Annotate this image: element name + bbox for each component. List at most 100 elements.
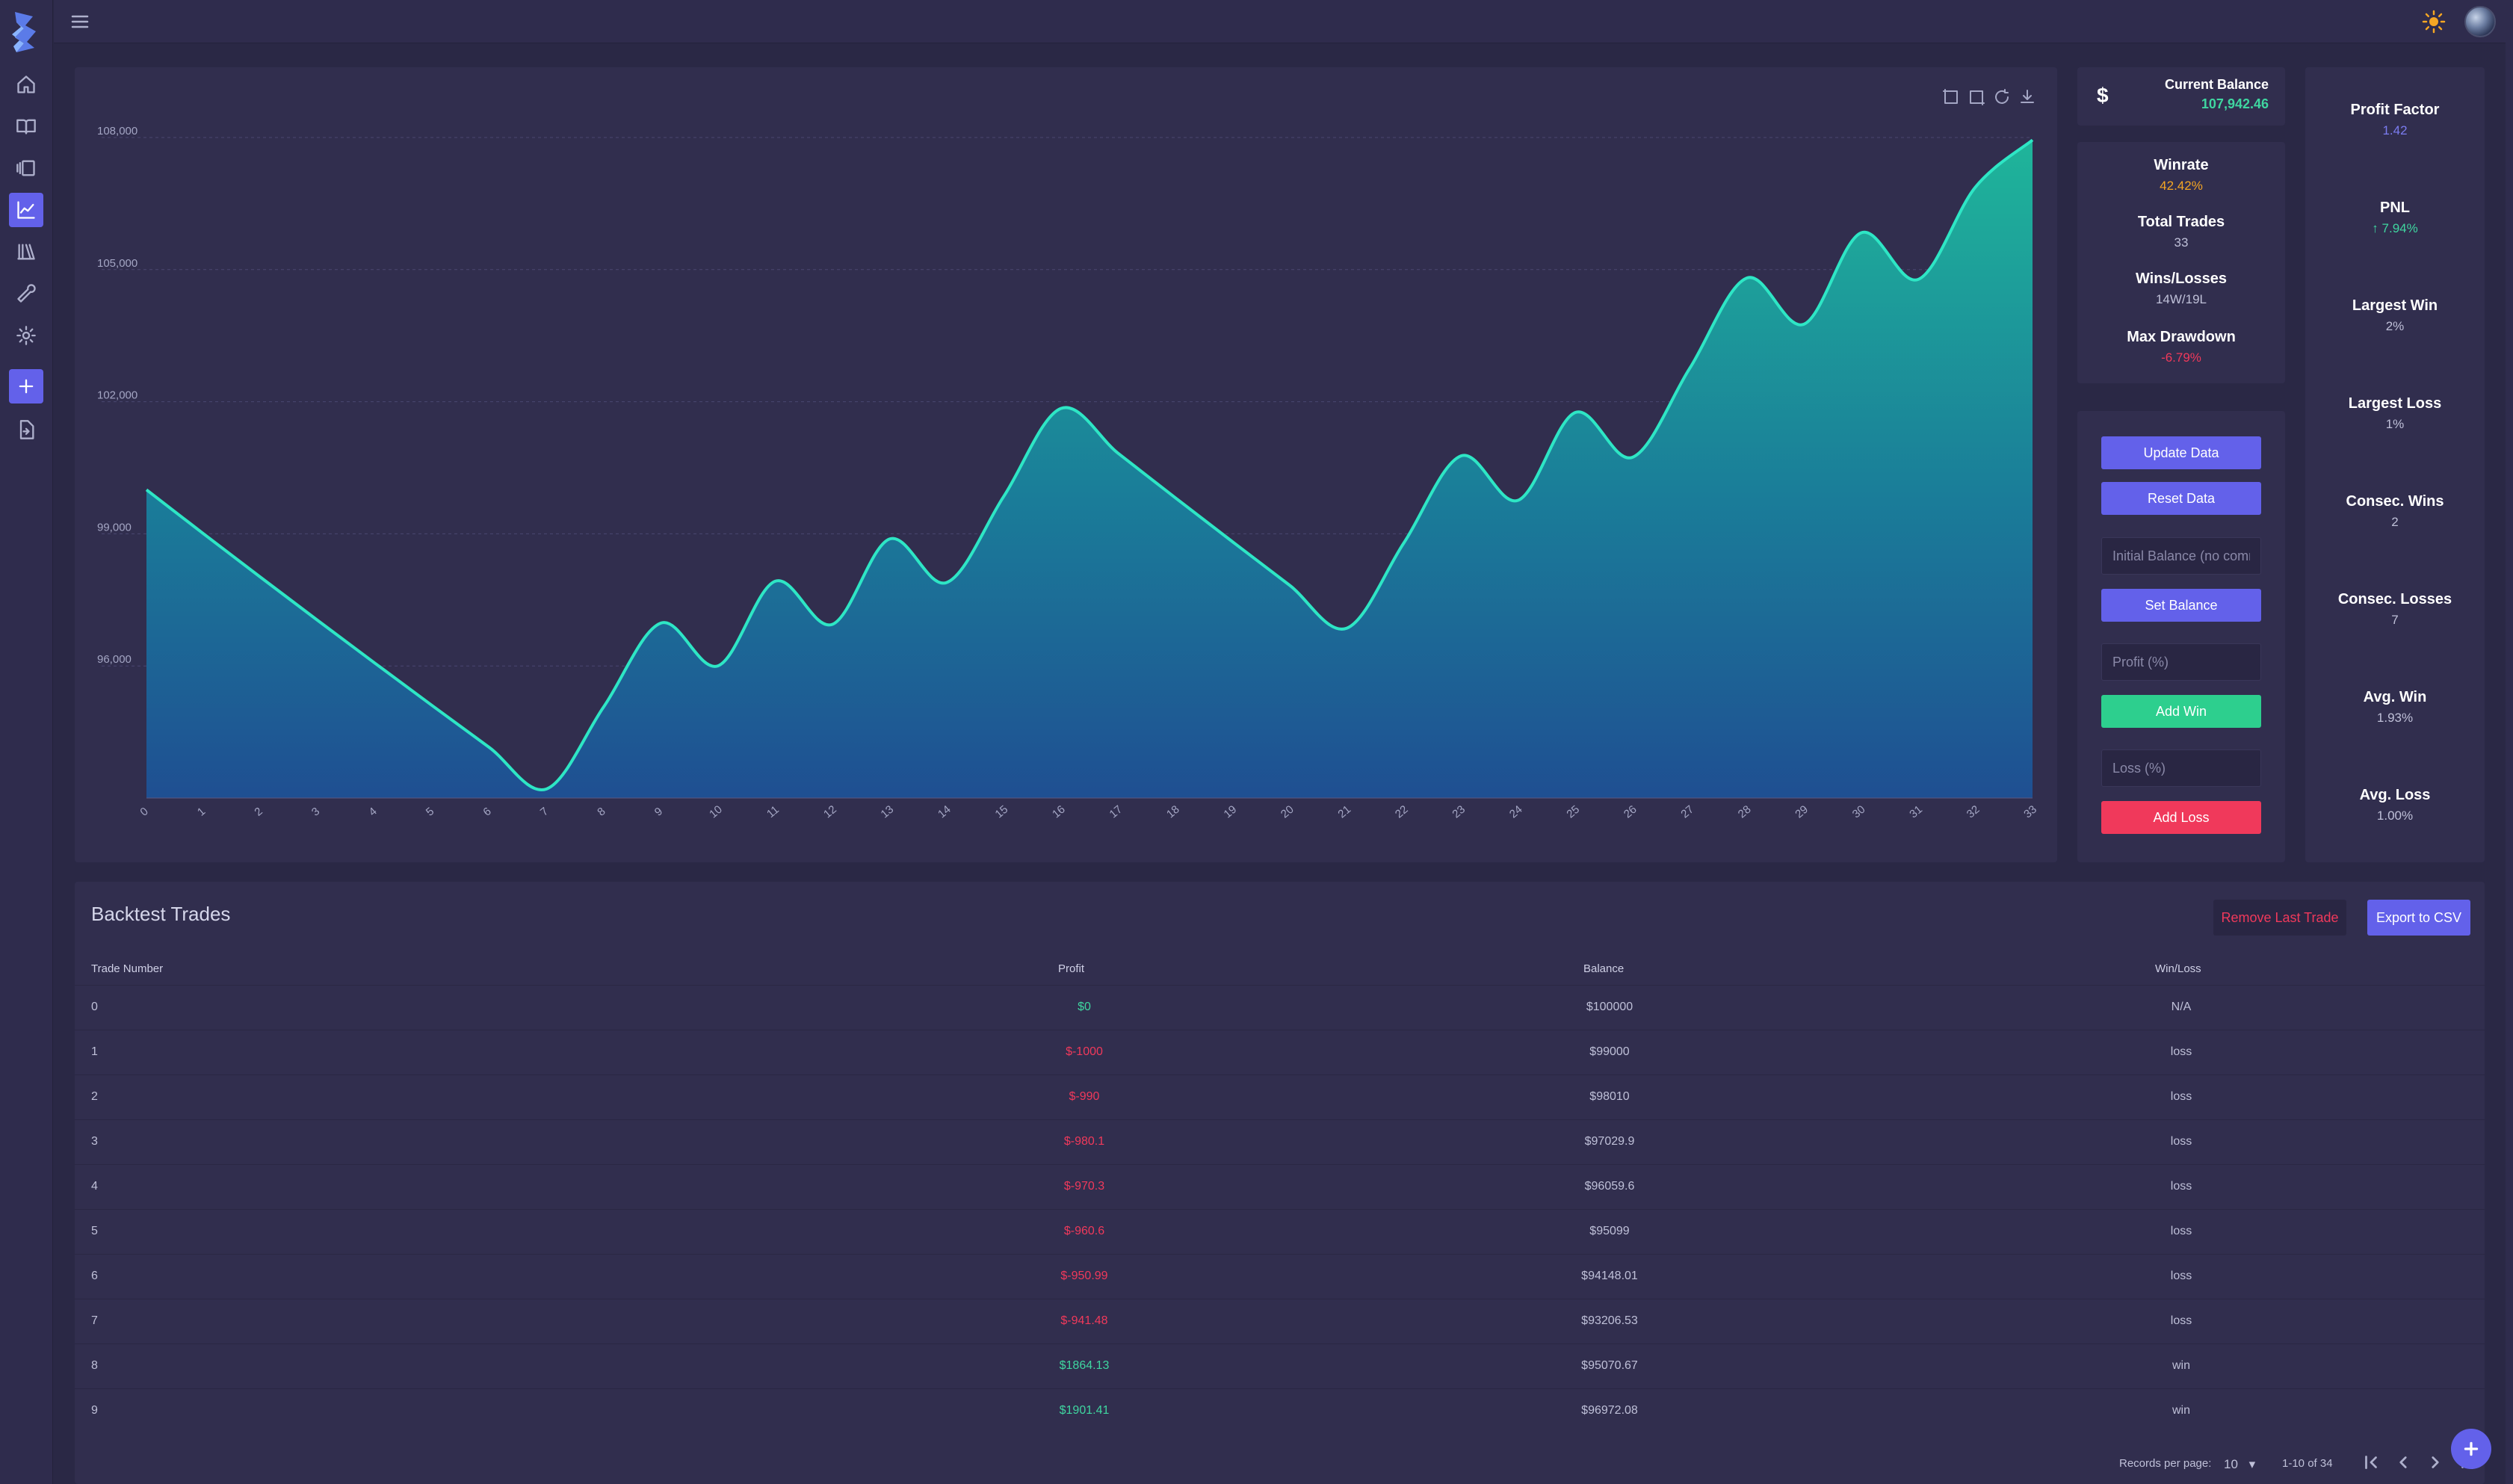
zoom-out-icon[interactable]: [1968, 88, 1985, 106]
profit-factor-label: Profit Factor: [2350, 102, 2440, 118]
zoom-in-icon[interactable]: [1942, 88, 1960, 106]
table-row[interactable]: 8 $1864.13 $95070.67 win: [75, 1344, 2485, 1388]
cell-win-loss: N/A: [2171, 1001, 2192, 1013]
total-trades-stat: Total Trades 33: [2077, 214, 2285, 250]
nav-library-icon[interactable]: [9, 235, 43, 269]
nav-wrench-icon[interactable]: [9, 276, 43, 311]
current-balance-value: 107,942.46: [2201, 96, 2269, 111]
add-loss-button[interactable]: Add Loss: [2101, 801, 2261, 834]
wins-losses-stat: Wins/Losses 14W/19L: [2077, 270, 2285, 307]
cell-balance: $99000: [1589, 1045, 1630, 1058]
profit-input[interactable]: [2101, 643, 2261, 681]
pnl-value-wrap: ↑ 7.94%: [2305, 221, 2485, 236]
initial-balance-input[interactable]: [2101, 537, 2261, 575]
cell-trade-number: 4: [91, 1180, 98, 1193]
nav-plus-icon[interactable]: [9, 369, 43, 404]
controls-card: Update Data Reset Data Set Balance Add W…: [2077, 411, 2285, 862]
download-icon[interactable]: [2018, 88, 2036, 106]
x-tick-label: 32: [1965, 803, 1982, 821]
table-row[interactable]: 9 $1901.41 $96972.08 win: [75, 1388, 2485, 1433]
reset-zoom-icon[interactable]: [1993, 88, 2011, 106]
prev-page-icon[interactable]: [2393, 1453, 2416, 1474]
records-per-page-label: Records per page:: [2119, 1457, 2212, 1470]
update-data-button[interactable]: Update Data: [2101, 436, 2261, 469]
floating-add-button[interactable]: [2451, 1429, 2491, 1469]
table-row[interactable]: 4 $-970.3 $96059.6 loss: [75, 1164, 2485, 1209]
total-trades-value: 33: [2174, 235, 2189, 250]
nav-file-import-icon[interactable]: [9, 412, 43, 447]
avg-win-value: 1.93%: [2376, 711, 2414, 725]
winrate-label: Winrate: [2154, 157, 2209, 173]
cell-trade-number: 9: [91, 1404, 98, 1417]
cell-balance: $100000: [1586, 1001, 1633, 1013]
nav-chart-line-icon[interactable]: [9, 193, 43, 227]
menu-toggle-icon[interactable]: [69, 10, 91, 33]
x-tick-label: 4: [366, 805, 379, 818]
y-tick-label: 108,000: [97, 125, 137, 137]
table-row[interactable]: 0 $0 $100000 N/A: [75, 985, 2485, 1030]
area-fill: [146, 140, 2033, 799]
set-balance-button[interactable]: Set Balance: [2101, 589, 2261, 622]
max-drawdown-value: -6.79%: [2161, 350, 2201, 365]
largest-win-stat: Largest Win 2%: [2305, 297, 2485, 334]
cell-trade-number: 0: [91, 1001, 98, 1013]
loss-input[interactable]: [2101, 749, 2261, 787]
consec-losses-value: 7: [2391, 613, 2399, 627]
x-tick-label: 22: [1393, 803, 1411, 821]
x-tick-label: 17: [1107, 803, 1125, 821]
cell-balance: $96972.08: [1581, 1404, 1638, 1417]
arrow-up-icon: ↑: [2372, 221, 2378, 235]
cell-win-loss: win: [2172, 1359, 2190, 1372]
pnl-value: 7.94%: [2381, 221, 2418, 235]
reset-data-button[interactable]: Reset Data: [2101, 482, 2261, 515]
first-page-icon[interactable]: [2361, 1453, 2384, 1474]
cell-profit: $0: [1078, 1001, 1091, 1013]
user-avatar[interactable]: [2464, 6, 2496, 37]
header-trade-number[interactable]: Trade Number: [91, 962, 164, 975]
x-tick-label: 27: [1678, 803, 1696, 821]
cell-trade-number: 1: [91, 1045, 98, 1058]
profit-factor-stat: Profit Factor 1.42: [2305, 102, 2485, 138]
x-tick-label: 8: [595, 805, 608, 818]
table-row[interactable]: 1 $-1000 $99000 loss: [75, 1030, 2485, 1075]
winrate-stat: Winrate 42.42%: [2077, 157, 2285, 194]
table-row[interactable]: 6 $-950.99 $94148.01 loss: [75, 1254, 2485, 1299]
table-row[interactable]: 7 $-941.48 $93206.53 loss: [75, 1299, 2485, 1344]
app-logo[interactable]: [10, 9, 42, 55]
cell-balance: $93206.53: [1581, 1314, 1638, 1327]
x-tick-label: 26: [1622, 803, 1639, 821]
cell-win-loss: loss: [2170, 1045, 2192, 1058]
nav-home-icon[interactable]: [9, 67, 43, 102]
remove-last-trade-button[interactable]: Remove Last Trade: [2213, 900, 2346, 936]
add-win-button[interactable]: Add Win: [2101, 695, 2261, 728]
cell-balance: $95070.67: [1581, 1359, 1638, 1372]
nav-gear-icon[interactable]: [9, 318, 43, 353]
cell-trade-number: 2: [91, 1090, 98, 1103]
x-tick-label: 33: [2021, 803, 2039, 821]
table-row[interactable]: 5 $-960.6 $95099 loss: [75, 1209, 2485, 1254]
sidebar: [0, 0, 53, 1484]
table-row[interactable]: 3 $-980.1 $97029.9 loss: [75, 1119, 2485, 1164]
table-row[interactable]: 2 $-990 $98010 loss: [75, 1075, 2485, 1119]
page-scrollbar[interactable]: [2506, 0, 2513, 1484]
consec-losses-stat: Consec. Losses 7: [2305, 591, 2485, 628]
records-per-page-select[interactable]: 10 ▾: [2224, 1457, 2255, 1472]
cell-profit: $-990: [1069, 1090, 1100, 1103]
header-profit[interactable]: Profit: [1058, 962, 1085, 975]
export-csv-button[interactable]: Export to CSV: [2367, 900, 2470, 936]
next-page-icon[interactable]: [2426, 1453, 2448, 1474]
header-win-loss[interactable]: Win/Loss: [2155, 962, 2201, 975]
theme-toggle-sun-icon[interactable]: [2422, 10, 2446, 34]
x-tick-label: 2: [252, 805, 265, 818]
cell-trade-number: 8: [91, 1359, 98, 1372]
cell-balance: $95099: [1589, 1225, 1630, 1237]
chart-toolbar: [1942, 88, 2036, 106]
x-tick-label: 11: [764, 803, 782, 820]
cell-profit: $1864.13: [1059, 1359, 1110, 1372]
x-tick-label: 25: [1564, 803, 1582, 821]
backtest-trades-panel: Backtest Trades Remove Last Trade Export…: [75, 882, 2485, 1484]
nav-book-open-icon[interactable]: [9, 109, 43, 143]
header-balance[interactable]: Balance: [1583, 962, 1625, 975]
stats-card: Winrate 42.42% Total Trades 33 Wins/Loss…: [2077, 142, 2285, 383]
nav-columns-icon[interactable]: [9, 151, 43, 185]
